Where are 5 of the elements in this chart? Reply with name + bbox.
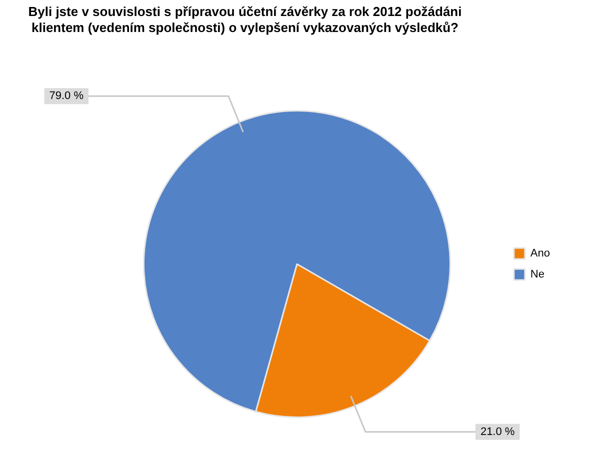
legend-label: Ano (530, 248, 550, 260)
data-label: 21.0 % (480, 426, 515, 438)
data-label: 79.0 % (49, 90, 84, 102)
legend-label: Ne (530, 268, 544, 281)
chart-title: Byli jste v souvislosti s přípravou účetní závěrky za rok 2012 požádáni klientem (vedením společnosti) o vylepšení vykazovaných výsledků? (27, 4, 463, 36)
